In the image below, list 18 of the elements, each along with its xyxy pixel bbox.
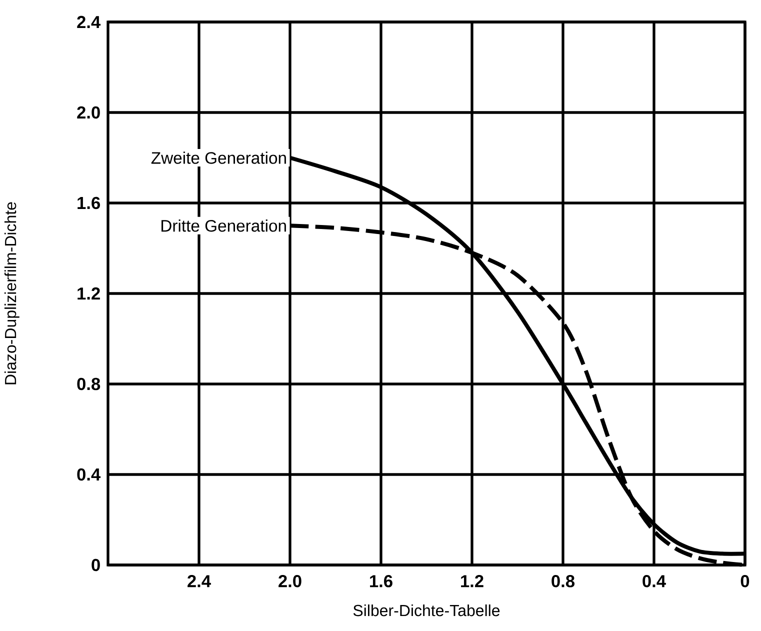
x-axis-title: Silber-Dichte-Tabelle xyxy=(353,604,500,616)
y-tick-label: 0 xyxy=(92,558,100,572)
series-label: Dritte Generation xyxy=(162,219,286,232)
x-tick-label: 0.4 xyxy=(642,575,666,588)
x-tick-label: 1.2 xyxy=(461,575,484,588)
y-tick-label: 1.6 xyxy=(78,196,100,210)
y-tick-label: 2.0 xyxy=(77,106,100,119)
y-tick-label: 0.4 xyxy=(77,468,101,481)
x-tick-label: 2.4 xyxy=(188,575,211,588)
series-label: Zweite Generation xyxy=(151,152,286,164)
y-tick-label: 1.2 xyxy=(78,287,100,300)
x-tick-label: 0.8 xyxy=(552,575,575,588)
y-axis-title: Diazo-Duplizierfilm-Dichte xyxy=(4,202,20,384)
x-tick-label: 1.6 xyxy=(370,575,392,588)
x-tick-label: 2.0 xyxy=(278,575,302,588)
y-tick-label: 2.4 xyxy=(77,16,101,28)
x-tick-label: 0 xyxy=(740,575,750,588)
y-tick-label: 0.8 xyxy=(77,378,100,390)
